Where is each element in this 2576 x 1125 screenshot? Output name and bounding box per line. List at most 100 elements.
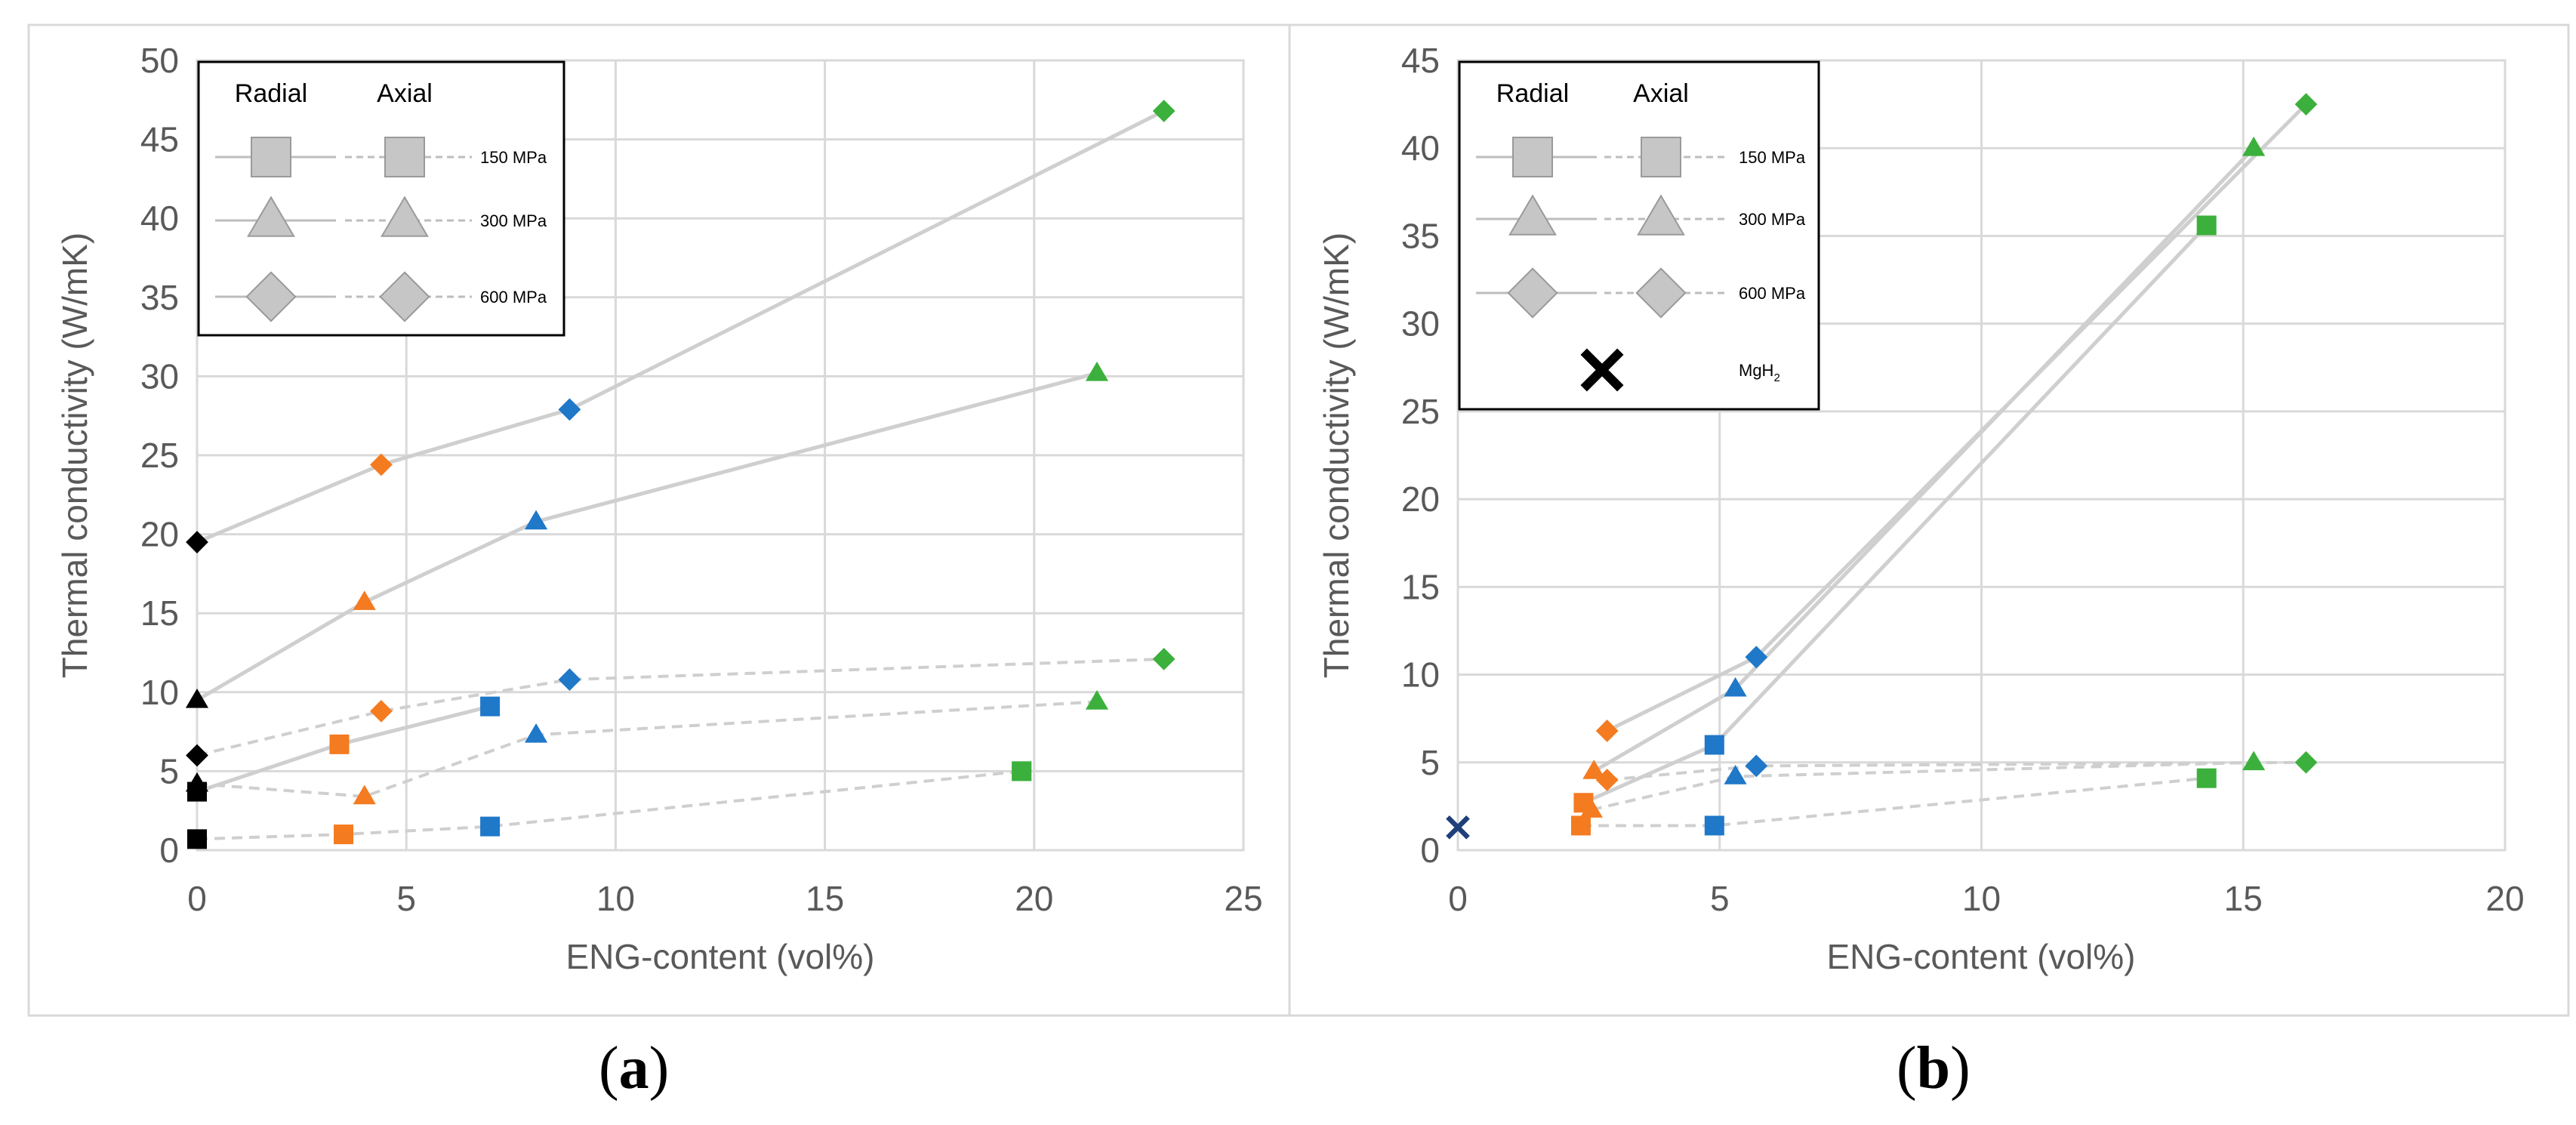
plot-area-border	[196, 59, 1245, 852]
data-point-diamond	[1745, 646, 1768, 669]
y-tick-label: 5	[159, 751, 179, 791]
y-tick-label: 50	[140, 41, 179, 80]
data-point-square	[480, 696, 501, 717]
panel-b: 0 5 10 15 20 25 30 35 40 45 0 5 10 15 20 ENG-content (v…	[1317, 41, 2525, 976]
legend-label: 600 MPa	[480, 288, 547, 307]
series-lines	[196, 109, 1165, 841]
data-point-triangle	[353, 590, 376, 610]
legend-marker-square	[1512, 137, 1553, 177]
y-tick-label: 0	[159, 831, 179, 870]
x-tick-label: 10	[1962, 879, 2001, 918]
data-point-triangle	[2242, 751, 2266, 771]
y-tick-label: 40	[140, 199, 179, 238]
y-tick-label: 40	[1401, 128, 1440, 168]
y-tick-label: 20	[140, 515, 179, 554]
data-point-square	[334, 824, 354, 845]
data-point-triangle	[185, 688, 209, 708]
data-point-square	[1704, 815, 1724, 836]
legend-header-radial: Radial	[1496, 79, 1569, 108]
y-tick-label: 45	[140, 120, 179, 159]
data-point-triangle	[2242, 136, 2266, 156]
legend-label-subscript: 2	[1773, 371, 1779, 384]
legend-box	[1458, 60, 1820, 411]
legend-marker-cross	[1580, 348, 1624, 392]
data-point-diamond	[2294, 93, 2318, 116]
x-tick-label: 15	[806, 879, 844, 918]
legend-marker-triangle	[381, 196, 429, 237]
data-point-diamond	[186, 744, 208, 767]
x-tick-label: 20	[2485, 879, 2524, 918]
legend-label: 150 MPa	[480, 148, 547, 167]
x-tick-label: 0	[187, 879, 207, 918]
data-point-diamond	[1152, 647, 1176, 670]
data-point-triangle	[524, 510, 548, 530]
x-tick-label: 25	[1224, 879, 1262, 918]
data-point-diamond	[370, 453, 393, 476]
series-line-600-mpa-radial	[196, 109, 1165, 544]
data-point-diamond	[370, 700, 393, 723]
series-line-300-mpa-axial	[196, 700, 1098, 798]
legend-marker-square	[251, 137, 291, 177]
legend-label: 300 MPa	[480, 211, 547, 230]
x-tick-label: 15	[2224, 879, 2263, 918]
data-point-diamond	[1595, 769, 1619, 791]
x-tick-label: 10	[596, 879, 635, 918]
data-point-diamond	[1595, 720, 1619, 742]
y-tick-label: 15	[1401, 567, 1440, 606]
legend-marker-diamond	[245, 271, 297, 322]
series-line-150-mpa-axial	[1580, 776, 2207, 828]
x-tick-label: 5	[396, 879, 416, 918]
data-point-cross	[1446, 815, 1470, 840]
data-point-square	[2196, 768, 2217, 788]
legend-marker-square	[384, 137, 425, 177]
series-line-300-mpa-radial	[196, 371, 1098, 702]
y-tick-label: 15	[140, 593, 179, 633]
data-point-square	[187, 829, 207, 849]
legend-marker-triangle	[247, 196, 295, 237]
x-tick-label: 20	[1015, 879, 1053, 918]
data-point-diamond	[558, 668, 581, 691]
data-point-square	[1570, 815, 1591, 836]
y-tick-label: 35	[140, 278, 179, 317]
x-axis-label: ENG-content (vol%)	[565, 937, 874, 976]
data-point-square	[329, 734, 350, 754]
y-tick-label: 25	[140, 436, 179, 475]
data-point-square	[1012, 761, 1032, 781]
y-tick-label: 10	[1401, 655, 1440, 695]
y-tick-label: 20	[1401, 479, 1440, 519]
legend-marker-diamond	[1507, 267, 1558, 319]
data-points	[185, 100, 1176, 849]
data-point-square	[2196, 215, 2217, 236]
y-tick-label: 30	[140, 356, 179, 396]
data-point-square	[480, 816, 501, 837]
data-point-diamond	[1152, 100, 1176, 122]
data-point-triangle	[1085, 361, 1109, 381]
y-tick-label: 45	[1401, 41, 1440, 80]
y-tick-label: 25	[1401, 392, 1440, 431]
caption-a: (a)	[599, 1035, 670, 1102]
x-tick-label: 5	[1710, 879, 1730, 918]
data-point-triangle	[1582, 760, 1606, 779]
legend-marker-diamond	[1635, 267, 1687, 319]
y-tick-label: 10	[140, 673, 179, 712]
legend-header-radial: Radial	[235, 79, 307, 108]
legend-header-axial: Axial	[1633, 79, 1689, 108]
series-line-150-mpa-axial	[196, 769, 1022, 841]
data-point-diamond	[186, 531, 208, 553]
y-tick-label: 35	[1401, 216, 1440, 255]
legend-label: 150 MPa	[1739, 148, 1806, 167]
data-point-triangle	[353, 784, 376, 805]
plot-area-border	[1456, 59, 2507, 852]
legend-marker-square	[1641, 137, 1681, 177]
legend: Radial Axial 150 MPa 300 MPa 600 MPa	[197, 60, 565, 337]
data-point-diamond	[1745, 754, 1768, 778]
x-axis-label: ENG-content (vol%)	[1826, 937, 2135, 976]
y-axis-label: Thermal conductivity (W/mK)	[1317, 233, 1356, 678]
legend-label: 600 MPa	[1739, 284, 1806, 303]
panel-a: 0 5 10 15 20 25 30 35 40 45 50 0 5 10 15 20 25 ENG-conten…	[55, 41, 1263, 976]
series-line-600-mpa-axial	[196, 657, 1164, 757]
data-point-diamond	[558, 398, 581, 421]
x-tick-label: 0	[1448, 879, 1468, 918]
